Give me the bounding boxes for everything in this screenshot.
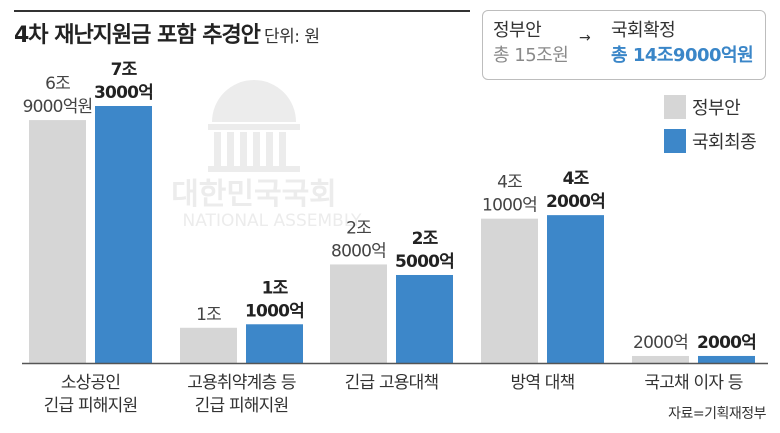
bar-nat-0 [95, 106, 152, 363]
bar-gov-0 [29, 120, 86, 364]
summary-nat-value: 총 14조9000억원 [611, 45, 754, 66]
unit-label: 단위: 원 [263, 27, 320, 47]
chart-title: 4차 재난지원금 포함 추경안 단위: 원 [14, 17, 320, 49]
data-label-gov-0-0: 6조 [45, 74, 70, 94]
bar-nat-4 [698, 355, 755, 363]
summary-box: 정부안 총 15조원 → 국회확정 총 14조9000억원 [482, 10, 766, 80]
bar-gov-1 [180, 327, 237, 363]
category-label-1-1: 긴급 피해지원 [195, 396, 289, 416]
data-label-gov-3-1: 1000억 [482, 196, 537, 216]
data-label-nat-2-0: 2조 [412, 229, 439, 249]
legend-label-gov: 정부안 [692, 98, 741, 119]
data-label-nat-2-1: 5000억 [395, 252, 454, 272]
category-label-4-0: 국고채 이자 등 [644, 373, 742, 393]
chart-title-text: 4차 재난지원금 포함 추경안 [14, 23, 261, 48]
category-label-0-1: 긴급 피해지원 [44, 396, 138, 416]
data-label-gov-3-0: 4조 [497, 173, 522, 193]
data-label-nat-4-0: 2000억 [697, 333, 756, 353]
legend-swatch-nat [664, 129, 686, 153]
summary-nat: 국회확정 총 14조9000억원 [611, 19, 754, 69]
legend-item-nat: 국회최종 [664, 128, 757, 154]
data-label-gov-2-0: 2조 [346, 218, 371, 238]
data-label-gov-2-1: 8000억 [331, 241, 386, 261]
data-label-nat-0-0: 7조 [111, 60, 138, 80]
summary-gov-value: 총 15조원 [493, 45, 569, 66]
bar-gov-2 [330, 264, 387, 363]
source-note: 자료=기획재정부 [668, 406, 766, 422]
title-rule [14, 10, 470, 12]
legend-label-nat: 국회최종 [692, 132, 757, 153]
category-label-3-0: 방역 대책 [511, 373, 575, 393]
data-label-nat-3-0: 4조 [563, 169, 590, 189]
arrow-right-icon: → [579, 30, 591, 46]
data-label-nat-1-1: 1000억 [245, 301, 304, 321]
bar-gov-4 [632, 355, 689, 363]
summary-gov: 정부안 총 15조원 [493, 19, 569, 69]
legend-swatch-gov [664, 95, 686, 119]
legend-item-gov: 정부안 [664, 94, 741, 120]
summary-nat-label: 국회확정 [611, 20, 676, 41]
bar-nat-3 [547, 215, 604, 363]
category-label-1-0: 고용취약계층 등 [187, 373, 296, 393]
category-label-2-0: 긴급 고용대책 [345, 373, 439, 393]
bar-gov-3 [481, 218, 538, 363]
data-label-gov-4-0: 2000억 [633, 333, 688, 353]
bar-nat-1 [246, 324, 303, 363]
bar-nat-2 [396, 274, 453, 363]
data-label-nat-3-1: 2000억 [546, 192, 605, 212]
data-label-nat-1-0: 1조 [262, 278, 289, 298]
data-label-gov-0-1: 9000억원 [23, 97, 93, 117]
summary-gov-label: 정부안 [493, 20, 542, 41]
data-label-nat-0-1: 3000억 [94, 83, 153, 103]
data-label-gov-1-0: 1조 [196, 305, 221, 325]
category-label-0-0: 소상공인 [61, 373, 120, 393]
